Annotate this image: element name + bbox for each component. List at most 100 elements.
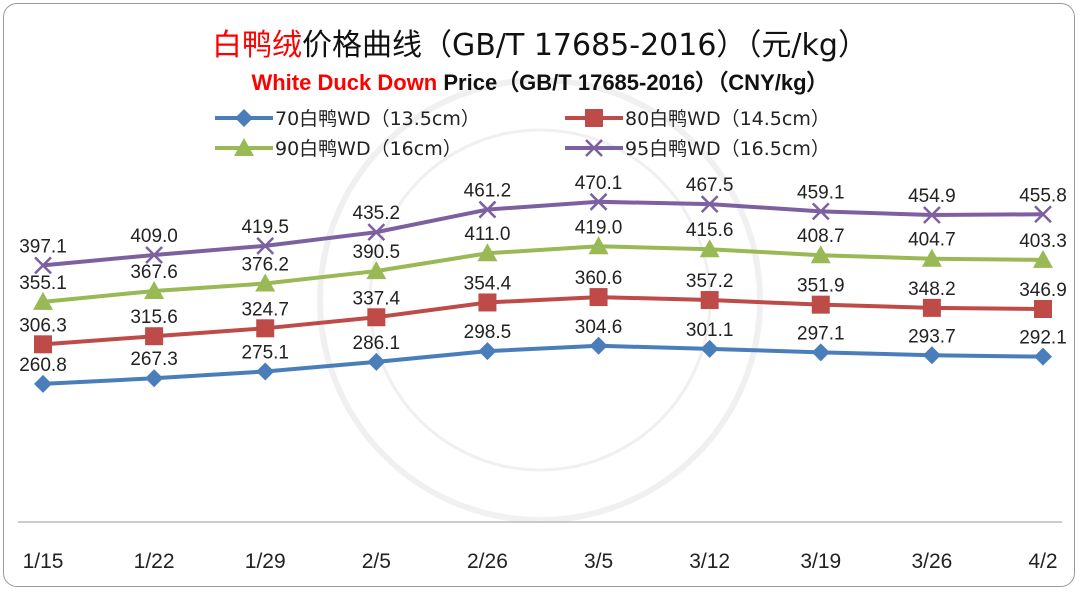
data-point — [33, 291, 53, 310]
data-point — [810, 245, 831, 264]
data-point — [34, 335, 52, 354]
series-3: 355.1 367.6 376.2 390.5 411.0 419.0 415.6 408.7… — [19, 217, 1067, 310]
series-4: 397.1 409.0 419.5 435.2 461.2 470.1 467.5 459.1… — [19, 173, 1067, 275]
data-label: 390.5 — [353, 242, 401, 263]
data-point — [588, 236, 609, 255]
x-tick-label: 2/5 — [362, 550, 391, 573]
data-point — [256, 236, 275, 255]
chart-frame — [3, 3, 1075, 587]
data-point — [34, 374, 52, 393]
x-tick-label: 3/19 — [800, 550, 841, 573]
data-point — [367, 223, 386, 242]
series-2: 306.3 315.6 324.7 337.4 354.4 360.6 357.2 351.9… — [19, 268, 1067, 354]
data-point — [256, 362, 275, 381]
data-point — [34, 256, 52, 275]
series-line — [42, 295, 1044, 347]
data-point — [921, 248, 942, 267]
data-point — [700, 195, 719, 213]
data-point — [1034, 205, 1052, 224]
data-label: 351.9 — [797, 276, 845, 297]
data-label: 459.1 — [797, 182, 845, 203]
data-point — [145, 369, 164, 388]
data-point — [478, 293, 497, 312]
data-label: 315.6 — [130, 307, 178, 328]
data-point — [811, 343, 830, 362]
chart-subtitle: White Duck Down Price（GB/T 17685-2016）（C… — [251, 70, 828, 95]
legend-marker — [585, 109, 603, 127]
data-label: 408.7 — [797, 226, 845, 247]
data-label: 411.0 — [464, 224, 510, 245]
data-point — [923, 206, 941, 224]
data-point — [478, 200, 497, 219]
data-point — [477, 243, 498, 262]
data-label: 301.1 — [686, 320, 734, 341]
data-label: 435.2 — [353, 203, 401, 224]
chart-title: 白鸭绒价格曲线（GB/T 17685-2016）（元/kg） — [212, 28, 868, 63]
data-point — [699, 239, 720, 258]
data-point — [811, 295, 830, 314]
legend-marker — [235, 109, 253, 127]
data-point — [589, 336, 608, 355]
legend-item: 90白鸭WD（16cm） — [215, 138, 462, 160]
x-tick-label: 1/22 — [134, 550, 175, 573]
series-1: 260.8 267.3 275.1 286.1 298.5 304.6 301.1 297.1… — [19, 317, 1067, 393]
x-tick-label: 3/12 — [689, 550, 730, 573]
data-label: 260.8 — [19, 355, 67, 376]
data-label: 419.0 — [575, 217, 623, 238]
data-label: 467.5 — [686, 175, 734, 196]
series-line — [42, 244, 1044, 304]
data-point — [700, 291, 719, 310]
x-tick-label: 1/29 — [245, 550, 286, 573]
data-label: 415.6 — [686, 220, 734, 241]
data-point — [478, 342, 497, 361]
x-tick-label: 3/26 — [911, 550, 952, 573]
x-ticks: 1/15 1/22 1/29 2/5 2/26 3/5 3/12 3/19 3/26 4/2 — [23, 550, 1058, 573]
data-label: 337.4 — [353, 288, 401, 309]
data-point — [811, 202, 830, 221]
legend-label: 80白鸭WD（14.5cm） — [625, 108, 830, 130]
data-label: 403.3 — [1019, 231, 1067, 252]
data-label: 298.5 — [464, 322, 512, 343]
data-point — [144, 280, 165, 299]
data-point — [589, 288, 608, 307]
data-label: 346.9 — [1019, 280, 1067, 301]
data-label: 306.3 — [19, 315, 67, 336]
legend: 70白鸭WD（13.5cm） 80白鸭WD（14.5cm） 90白鸭WD（16cm）… — [215, 108, 830, 160]
data-label: 470.1 — [575, 173, 623, 194]
legend-item: 70白鸭WD（13.5cm） — [215, 108, 480, 130]
data-point — [589, 192, 608, 211]
data-point — [922, 298, 941, 317]
legend-label: 90白鸭WD（16cm） — [275, 138, 462, 160]
data-point — [700, 339, 719, 358]
data-point — [1034, 347, 1052, 366]
data-label: 348.2 — [908, 279, 956, 300]
data-label: 275.1 — [241, 342, 289, 363]
data-point — [145, 246, 163, 264]
series-line — [42, 343, 1044, 386]
data-point — [256, 319, 275, 338]
legend-marker — [234, 138, 254, 156]
data-label: 461.2 — [464, 181, 512, 202]
data-label: 419.5 — [241, 217, 289, 238]
data-label: 409.0 — [130, 226, 178, 247]
data-label: 360.6 — [575, 268, 623, 289]
data-label: 286.1 — [353, 333, 401, 354]
data-label: 357.2 — [686, 271, 734, 292]
data-label: 367.6 — [130, 262, 178, 283]
x-tick-label: 1/15 — [23, 550, 64, 573]
data-label: 376.2 — [241, 255, 289, 276]
data-point — [367, 308, 386, 327]
data-point — [1033, 249, 1053, 268]
data-point — [366, 261, 387, 280]
data-point — [255, 273, 276, 292]
data-label: 297.1 — [797, 323, 845, 344]
data-label: 293.7 — [908, 326, 956, 347]
legend-label: 95白鸭WD（16.5cm） — [625, 138, 830, 160]
data-label: 404.7 — [908, 230, 956, 251]
legend-item: 80白鸭WD（14.5cm） — [565, 108, 830, 130]
data-point — [367, 352, 386, 371]
data-point — [1034, 299, 1052, 318]
data-label: 397.1 — [19, 236, 67, 257]
data-point — [145, 327, 164, 346]
